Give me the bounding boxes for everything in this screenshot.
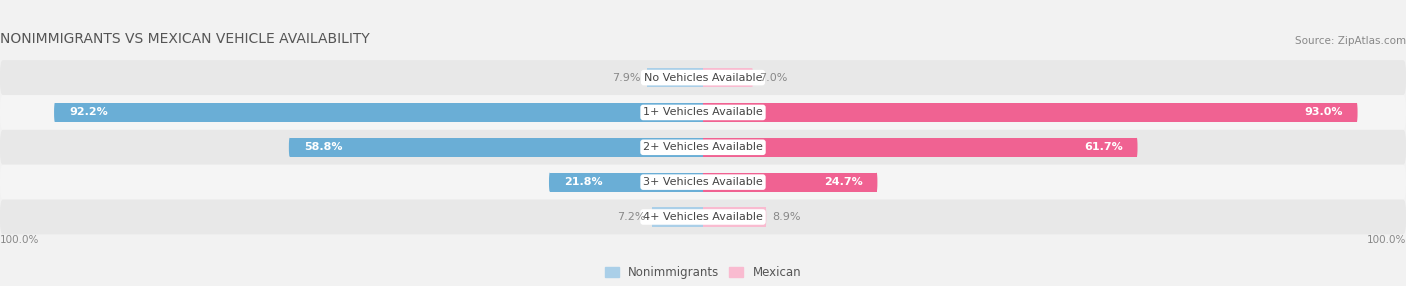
Ellipse shape (765, 207, 766, 227)
Bar (703, 172, 877, 192)
Ellipse shape (1136, 138, 1137, 157)
Bar (703, 138, 1136, 157)
Text: 7.9%: 7.9% (612, 73, 641, 83)
Text: Source: ZipAtlas.com: Source: ZipAtlas.com (1295, 36, 1406, 46)
Text: 61.7%: 61.7% (1084, 142, 1123, 152)
Ellipse shape (876, 172, 877, 192)
Text: No Vehicles Available: No Vehicles Available (644, 73, 762, 83)
Ellipse shape (53, 103, 56, 122)
Bar (652, 207, 703, 227)
Ellipse shape (1355, 103, 1358, 122)
Bar (647, 68, 703, 87)
FancyBboxPatch shape (0, 95, 1406, 130)
FancyBboxPatch shape (0, 165, 1406, 200)
Text: 4+ Vehicles Available: 4+ Vehicles Available (643, 212, 763, 222)
Text: 21.8%: 21.8% (564, 177, 602, 187)
FancyBboxPatch shape (0, 200, 1406, 235)
Text: 8.9%: 8.9% (773, 212, 801, 222)
Bar (703, 68, 752, 87)
Ellipse shape (647, 68, 648, 87)
FancyBboxPatch shape (0, 60, 1406, 95)
Bar (55, 103, 703, 122)
Text: 24.7%: 24.7% (824, 177, 863, 187)
Legend: Nonimmigrants, Mexican: Nonimmigrants, Mexican (605, 266, 801, 279)
Text: 7.2%: 7.2% (617, 212, 645, 222)
Text: 3+ Vehicles Available: 3+ Vehicles Available (643, 177, 763, 187)
FancyBboxPatch shape (0, 130, 1406, 165)
Bar (290, 138, 703, 157)
Ellipse shape (751, 68, 754, 87)
Text: 93.0%: 93.0% (1305, 108, 1343, 118)
Text: 7.0%: 7.0% (759, 73, 787, 83)
Bar (703, 207, 765, 227)
Ellipse shape (288, 138, 291, 157)
Text: 100.0%: 100.0% (1367, 235, 1406, 245)
Text: 92.2%: 92.2% (69, 108, 108, 118)
Text: 58.8%: 58.8% (304, 142, 342, 152)
Bar (550, 172, 703, 192)
Ellipse shape (651, 207, 654, 227)
Ellipse shape (548, 172, 551, 192)
Text: NONIMMIGRANTS VS MEXICAN VEHICLE AVAILABILITY: NONIMMIGRANTS VS MEXICAN VEHICLE AVAILAB… (0, 32, 370, 46)
Text: 100.0%: 100.0% (0, 235, 39, 245)
Text: 2+ Vehicles Available: 2+ Vehicles Available (643, 142, 763, 152)
Bar (703, 103, 1357, 122)
Text: 1+ Vehicles Available: 1+ Vehicles Available (643, 108, 763, 118)
